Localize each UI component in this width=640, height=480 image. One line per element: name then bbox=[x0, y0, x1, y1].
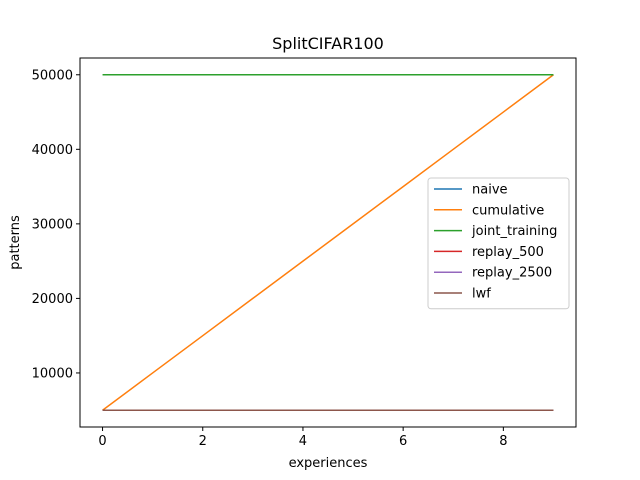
x-tick-label: 0 bbox=[98, 434, 106, 449]
x-tick-label: 6 bbox=[399, 434, 407, 449]
x-tick-label: 4 bbox=[299, 434, 307, 449]
y-tick-label: 50000 bbox=[32, 68, 73, 83]
y-tick-label: 20000 bbox=[32, 292, 73, 307]
axes-frame bbox=[79, 57, 577, 428]
plot-area bbox=[102, 74, 554, 411]
chart-title: SplitCIFAR100 bbox=[272, 34, 384, 53]
legend-label-replay-500: replay_500 bbox=[472, 245, 544, 260]
legend: naive cumulative joint_training replay_500r… bbox=[427, 177, 570, 310]
x-tick-label: 2 bbox=[199, 434, 207, 449]
series-line-cumulative bbox=[102, 74, 554, 411]
legend-label-joint-training: joint_training bbox=[471, 224, 557, 239]
legend-label-naive: naive bbox=[472, 183, 508, 198]
legend-label-replay-2500: replay_2500 bbox=[472, 266, 552, 281]
y-axis: 10000 20000 30000 40000 50000 bbox=[32, 68, 80, 381]
y-tick-label: 30000 bbox=[32, 217, 73, 232]
x-tick-label: 8 bbox=[499, 434, 507, 449]
x-axis-label: experiences bbox=[289, 456, 368, 471]
y-axis-label: patterns bbox=[8, 215, 23, 270]
y-tick-label: 40000 bbox=[32, 143, 73, 158]
x-axis: 0 2 4 6 8 bbox=[98, 427, 507, 449]
legend-box bbox=[427, 177, 570, 310]
legend-label-cumulative: cumulative bbox=[472, 203, 544, 218]
legend-label-lwf: lwf bbox=[472, 287, 491, 302]
y-tick-label: 10000 bbox=[32, 366, 73, 381]
